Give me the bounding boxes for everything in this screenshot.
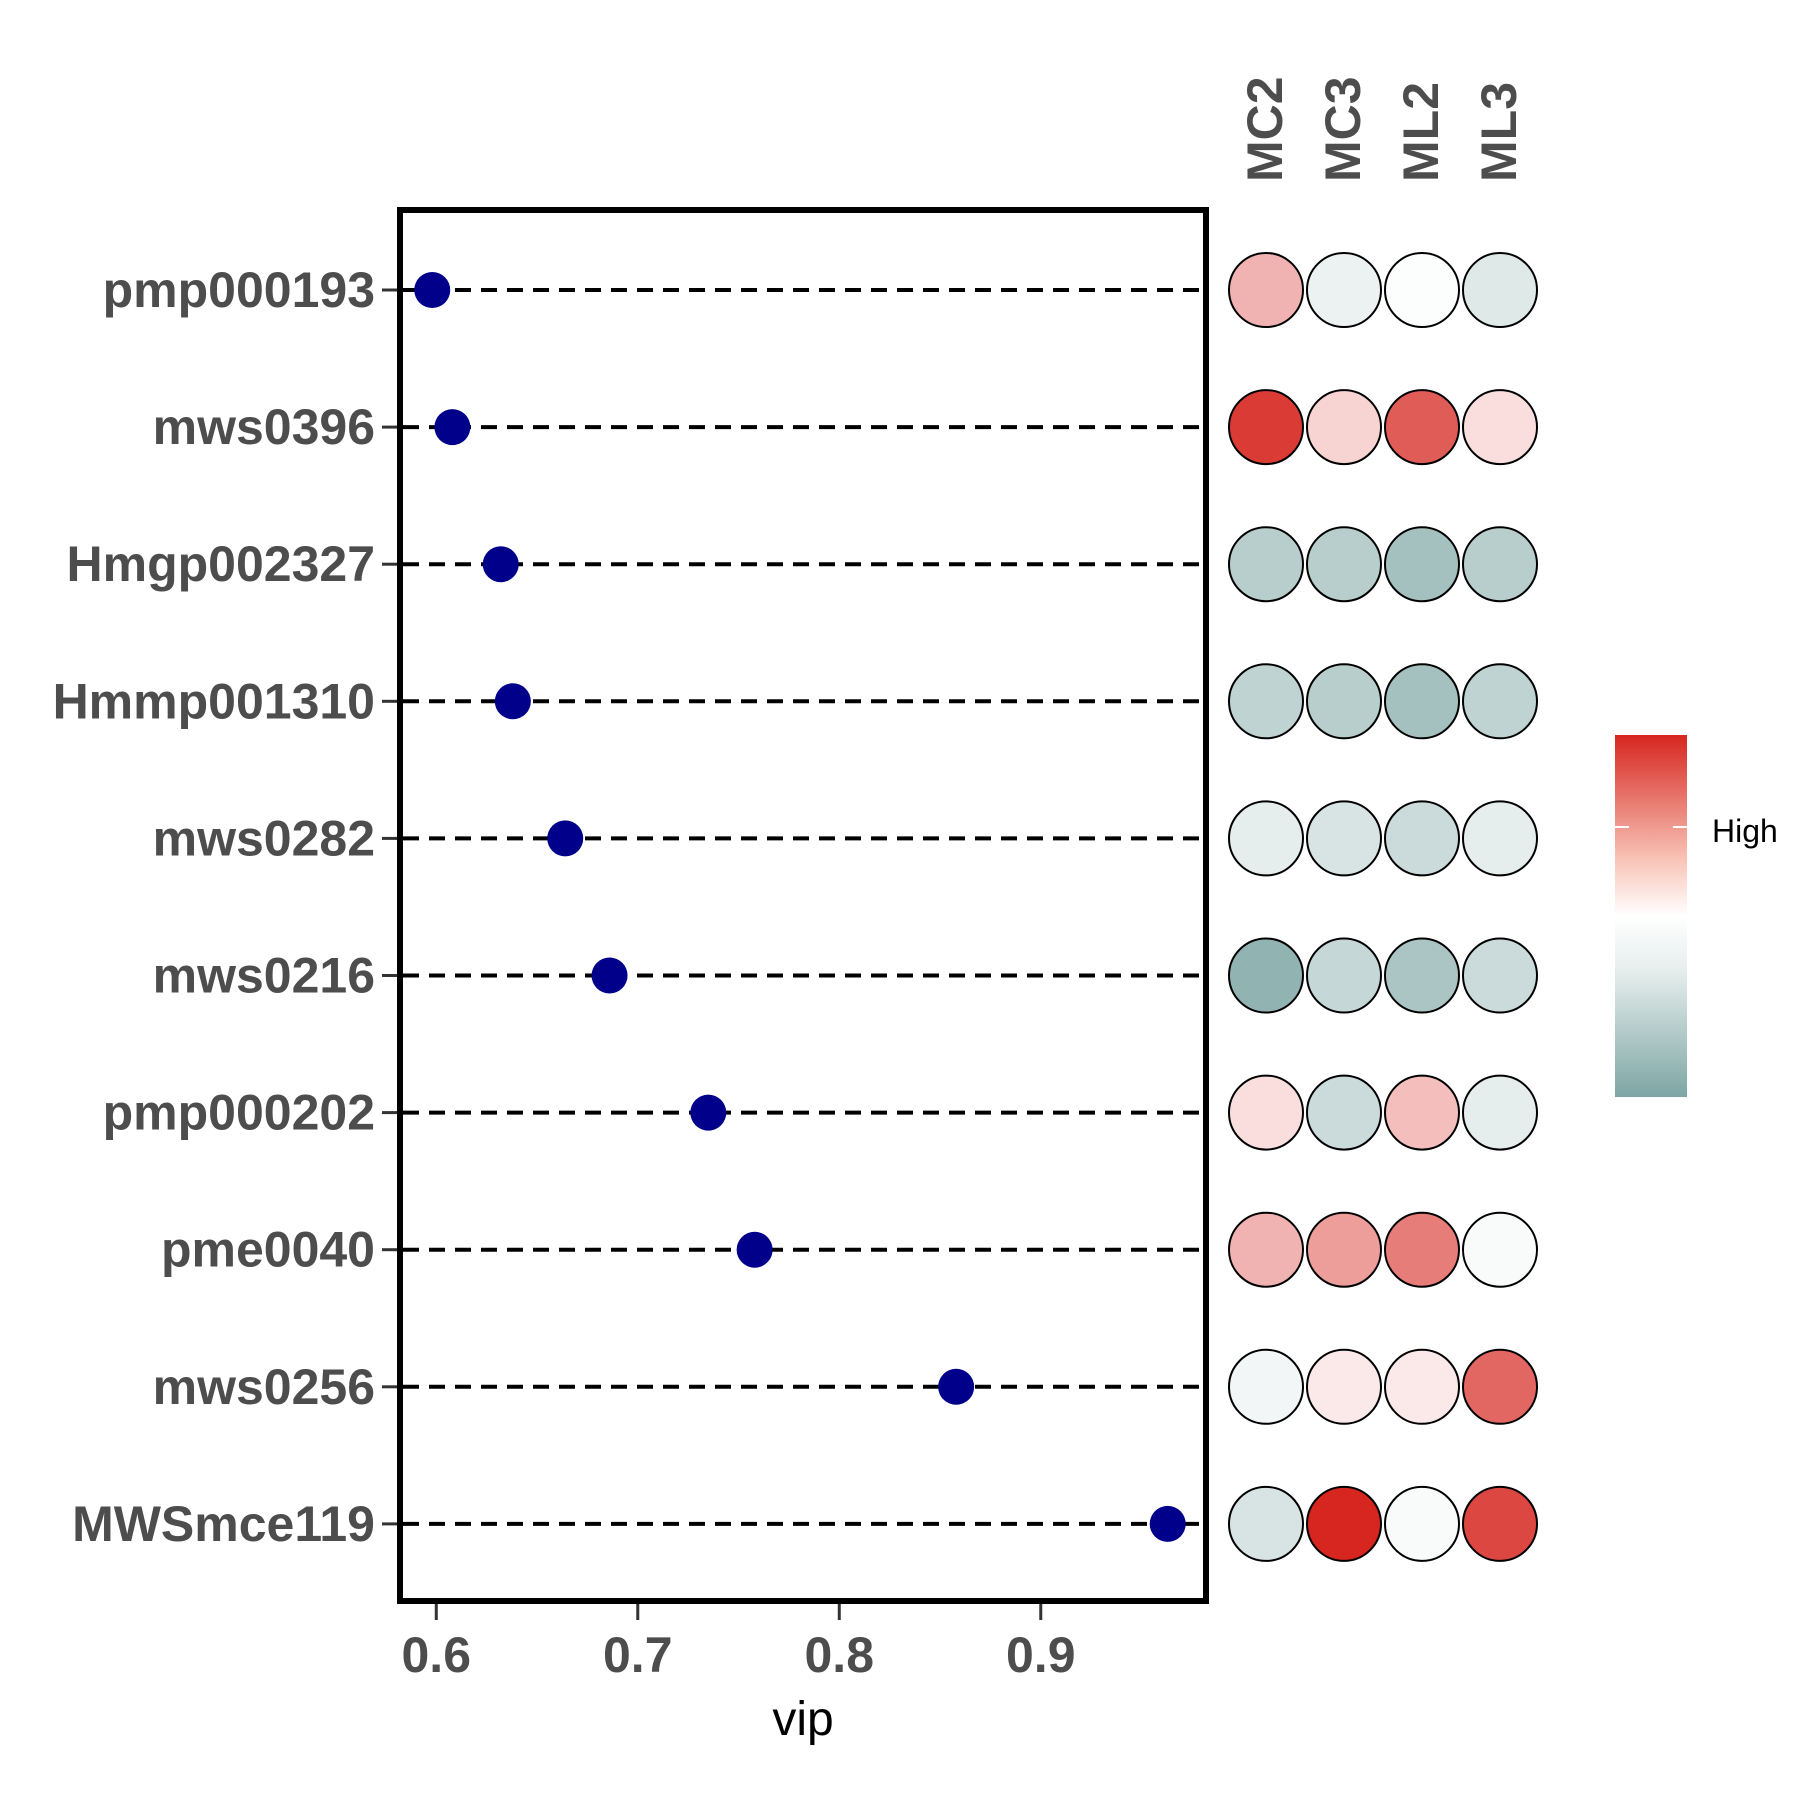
heatmap-cell: [1462, 1485, 1538, 1562]
heatmap-cell: [1228, 800, 1304, 877]
heatmap-column-headers: MC2 MC3 ML2 ML3: [1237, 76, 1527, 182]
heatmap-cell: [1384, 1485, 1460, 1562]
x-axis-tick-label: 0.9: [1006, 1627, 1076, 1683]
heatmap-cell: [1462, 1348, 1538, 1425]
color-legend: High: [1615, 735, 1778, 1097]
heatmap-cell: [1306, 800, 1382, 877]
heatmap-cell: [1462, 663, 1538, 740]
heatmap-cell: [1228, 1485, 1304, 1562]
vip-point: [494, 683, 531, 720]
heatmap-cell: [1306, 526, 1382, 603]
heatmap-column-header: ML2: [1393, 82, 1449, 182]
x-axis: 0.6 0.7 0.8 0.9: [402, 1604, 1076, 1683]
heatmap-cell: [1228, 389, 1304, 466]
vip-point: [736, 1231, 773, 1268]
heatmap-cell: [1462, 1074, 1538, 1151]
heatmap-cell: [1462, 937, 1538, 1014]
heatmap-cell: [1228, 937, 1304, 1014]
y-axis-label: mws0216: [153, 948, 375, 1004]
heatmap-cell: [1306, 389, 1382, 466]
heatmap-cell: [1462, 252, 1538, 328]
heatmap-column-header: MC3: [1315, 76, 1371, 182]
y-axis-label: pmp000193: [103, 262, 375, 318]
heatmap-cell: [1384, 526, 1460, 603]
heatmap-cell: [1384, 252, 1460, 328]
heatmap-cell: [1228, 663, 1304, 740]
heatmap-cell: [1462, 526, 1538, 603]
heatmap-cell: [1306, 1485, 1382, 1562]
y-axis-label: pmp000202: [103, 1085, 375, 1141]
heatmap-cell: [1462, 1211, 1538, 1288]
vip-point: [482, 546, 519, 583]
heatmap-cell: [1384, 663, 1460, 740]
heatmap-cell: [1306, 1348, 1382, 1425]
y-axis-labels: pmp000193 mws0396 Hmgp002327 Hmmp001310 mws0…: [53, 262, 397, 1552]
plot-panel-frame: [397, 207, 1209, 1604]
color-legend-bar: [1615, 735, 1687, 1097]
heatmap-cell: [1384, 800, 1460, 877]
vip-point: [938, 1368, 975, 1405]
vip-point: [591, 957, 628, 994]
rows-layer: [403, 272, 1203, 1542]
x-axis-title: vip: [772, 1693, 833, 1746]
vip-point: [690, 1094, 727, 1131]
vip-point: [414, 272, 451, 308]
heatmap-cell: [1384, 937, 1460, 1014]
heatmap-cell: [1384, 389, 1460, 466]
heatmap-cell: [1306, 252, 1382, 328]
x-axis-tick-label: 0.7: [603, 1627, 673, 1683]
heatmap-cell: [1306, 1211, 1382, 1288]
heatmap-cell: [1462, 800, 1538, 877]
color-legend-label: High: [1712, 813, 1778, 849]
heatmap-cell: [1306, 663, 1382, 740]
x-axis-tick-label: 0.6: [402, 1627, 472, 1683]
y-axis-label: mws0256: [153, 1359, 375, 1415]
heatmap-cell: [1462, 389, 1538, 466]
y-axis-label: mws0396: [153, 399, 375, 455]
heatmap-cell: [1228, 1074, 1304, 1151]
heatmap-cell: [1306, 937, 1382, 1014]
x-axis-tick-label: 0.8: [805, 1627, 875, 1683]
vip-point: [1149, 1505, 1186, 1542]
y-axis-label: MWSmce119: [72, 1496, 375, 1552]
heatmap-cell: [1228, 526, 1304, 603]
y-axis-label: mws0282: [153, 810, 375, 866]
heatmap-cell: [1384, 1211, 1460, 1288]
y-axis-label: Hmgp002327: [67, 536, 376, 592]
heatmap-cell: [1228, 1211, 1304, 1288]
heatmap-cell: [1228, 1348, 1304, 1425]
heatmap-cells: [1228, 252, 1538, 1562]
y-axis-label: pme0040: [161, 1222, 375, 1278]
heatmap-column-header: ML3: [1471, 82, 1527, 182]
heatmap-cell: [1228, 252, 1304, 328]
heatmap-cell: [1306, 1074, 1382, 1151]
y-axis-label: Hmmp001310: [53, 673, 375, 729]
vip-point: [547, 820, 584, 857]
vip-point: [434, 409, 471, 446]
heatmap-column-header: MC2: [1237, 76, 1293, 182]
heatmap-cell: [1384, 1074, 1460, 1151]
heatmap-cell: [1384, 1348, 1460, 1425]
